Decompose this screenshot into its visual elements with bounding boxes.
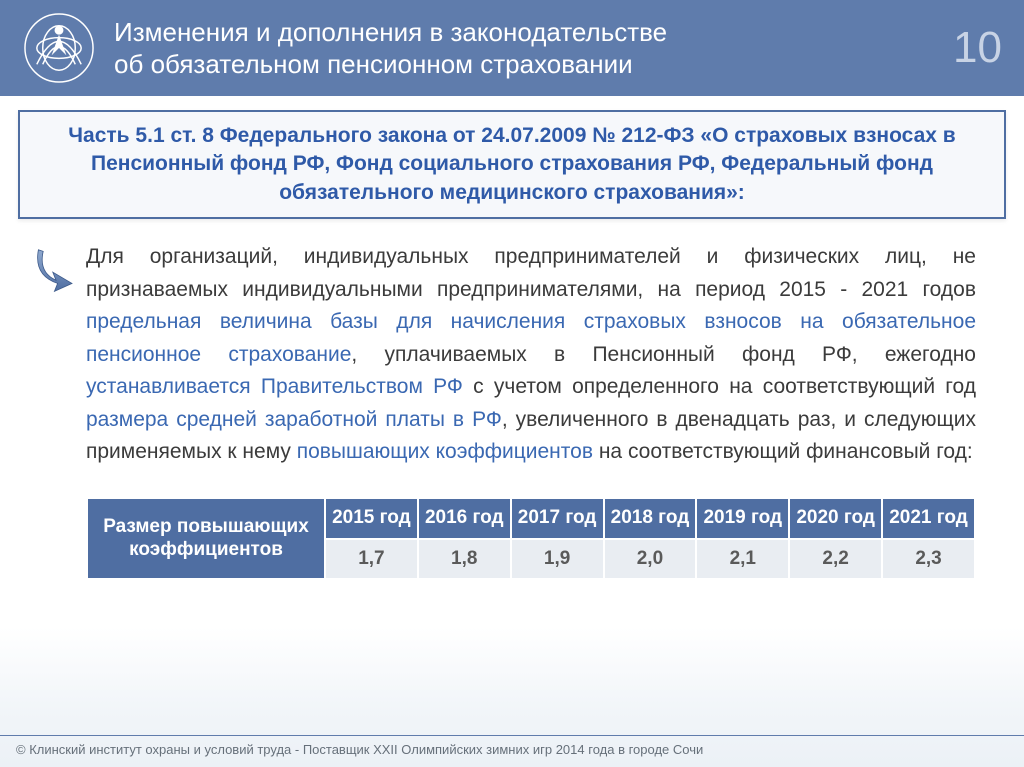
year-header: 2015 год xyxy=(325,498,418,539)
value-cell: 2,3 xyxy=(882,539,975,579)
body-seg-1: Для организаций, индивидуальных предприн… xyxy=(86,245,976,301)
body-seg-5: на соответствующий финансовый год: xyxy=(593,440,973,463)
value-cell: 1,9 xyxy=(511,539,604,579)
value-cell: 2,2 xyxy=(789,539,882,579)
value-cell: 2,1 xyxy=(696,539,789,579)
slide-header: Изменения и дополнения в законодательств… xyxy=(0,0,1024,96)
coefficient-table-container: Размер повышающих коэффициентов 2015 год… xyxy=(0,469,1024,580)
year-header: 2018 год xyxy=(604,498,697,539)
body-seg-3: с учетом определенного на соответствующи… xyxy=(463,375,976,398)
body-row: Для организаций, индивидуальных предприн… xyxy=(0,219,1024,469)
title-line-1: Изменения и дополнения в законодательств… xyxy=(114,17,667,47)
title-line-2: об обязательном пенсионном страховании xyxy=(114,49,633,79)
table-row-label: Размер повышающих коэффициентов xyxy=(87,498,325,579)
year-header: 2021 год xyxy=(882,498,975,539)
value-cell: 1,8 xyxy=(418,539,511,579)
table-header-row: Размер повышающих коэффициентов 2015 год… xyxy=(87,498,975,539)
law-box-container: Часть 5.1 ст. 8 Федерального закона от 2… xyxy=(0,96,1024,219)
year-header: 2020 год xyxy=(789,498,882,539)
law-reference-box: Часть 5.1 ст. 8 Федерального закона от 2… xyxy=(18,110,1006,219)
body-highlight-3: размера средней заработной платы в РФ xyxy=(86,408,502,431)
body-highlight-2: устанавливается Правительством РФ xyxy=(86,375,463,398)
slide-number: 10 xyxy=(953,23,1002,73)
body-highlight-4: повышающих коэффициентов xyxy=(297,440,593,463)
value-cell: 1,7 xyxy=(325,539,418,579)
body-paragraph: Для организаций, индивидуальных предприн… xyxy=(86,241,976,469)
logo-icon xyxy=(22,11,96,85)
slide-title: Изменения и дополнения в законодательств… xyxy=(114,16,935,81)
footer-copyright: © Клинский институт охраны и условий тру… xyxy=(0,735,1024,757)
year-header: 2017 год xyxy=(511,498,604,539)
body-seg-2: , уплачиваемых в Пенсионный фонд РФ, еже… xyxy=(351,343,976,366)
year-header: 2016 год xyxy=(418,498,511,539)
value-cell: 2,0 xyxy=(604,539,697,579)
year-header: 2019 год xyxy=(696,498,789,539)
curved-arrow-icon xyxy=(26,241,86,469)
coefficient-table: Размер повышающих коэффициентов 2015 год… xyxy=(86,497,976,580)
